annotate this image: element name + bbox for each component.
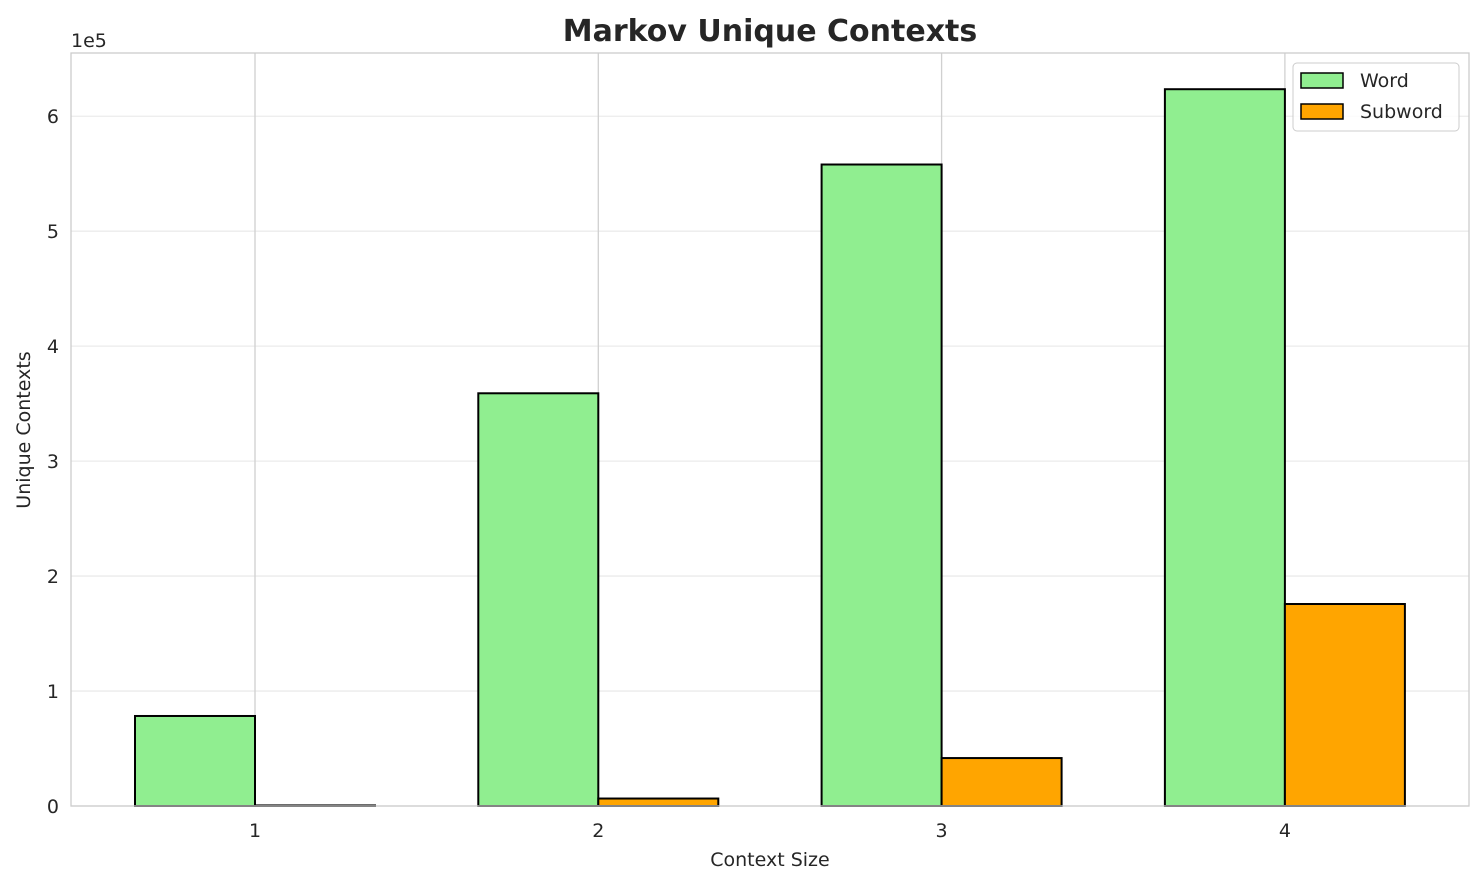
bar-subword-2 — [597, 797, 720, 807]
y-tick-label: 0 — [47, 796, 59, 818]
legend-label-word: Word — [1360, 70, 1409, 92]
legend-label-subword: Subword — [1360, 101, 1443, 123]
plot-frame — [70, 52, 1470, 807]
x-tick-label: 1 — [249, 820, 261, 842]
y-tick-label: 4 — [47, 336, 59, 358]
x-axis-label: Context Size — [710, 849, 829, 871]
y-tick-label: 5 — [47, 221, 59, 243]
bar-subword-4 — [1283, 603, 1406, 808]
y-tick-label: 6 — [47, 106, 59, 128]
chart-title: Markov Unique Contexts — [563, 14, 978, 49]
bar-subword-3 — [940, 757, 1063, 807]
x-tick-label: 2 — [592, 820, 604, 842]
x-tick-label: 3 — [936, 820, 948, 842]
bar-word-4 — [1163, 88, 1286, 808]
legend-swatch-subword — [1300, 103, 1344, 120]
bar-word-2 — [477, 392, 600, 807]
y-tick-label: 2 — [47, 566, 59, 588]
y-offset-label: 1e5 — [71, 30, 107, 52]
legend: Word Subword — [1292, 62, 1460, 132]
bar-word-1 — [134, 714, 256, 807]
y-tick-label: 1 — [47, 681, 59, 703]
legend-swatch-word — [1300, 72, 1344, 89]
y-axis-label: Unique Contexts — [13, 351, 35, 508]
y-tick-label: 3 — [47, 451, 59, 473]
bar-word-3 — [820, 163, 943, 807]
x-tick-label: 4 — [1279, 820, 1291, 842]
